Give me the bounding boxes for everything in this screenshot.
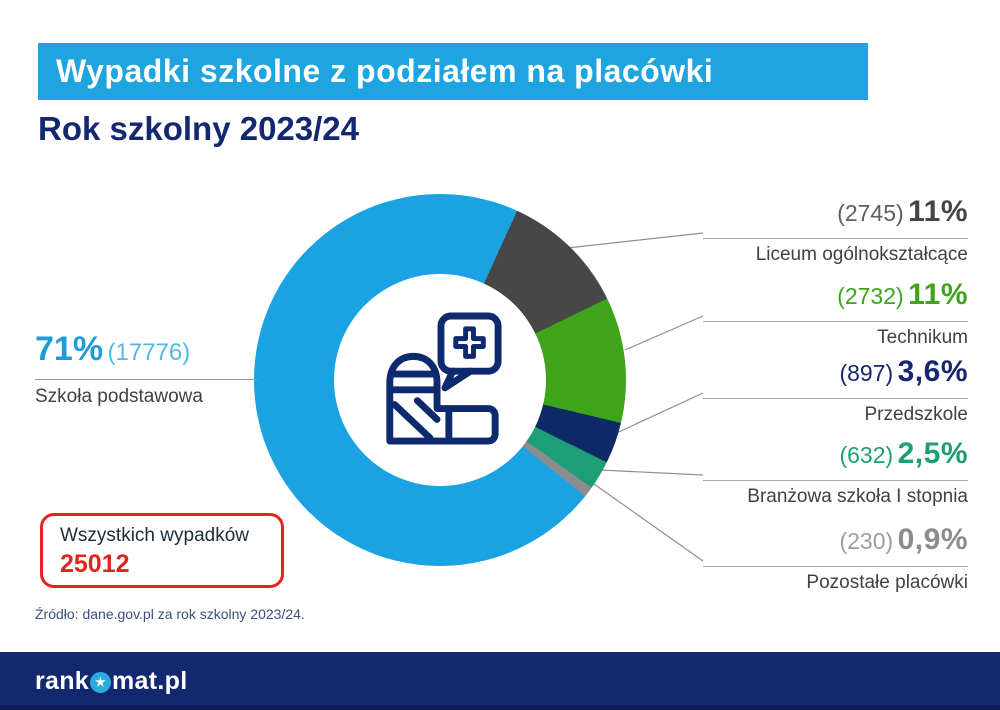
segment-percent: 11% xyxy=(908,278,968,311)
segment-percent: 3,6% xyxy=(897,355,968,388)
callout-branzowa: (632) 2,5% Branżowa szkoła I stopnia xyxy=(703,439,968,508)
callout-liceum: (2745) 11% Liceum ogólnokształcące xyxy=(703,197,968,266)
segment-percent: 0,9% xyxy=(897,523,968,556)
segment-count: (230) xyxy=(839,528,894,554)
callout-pozostale: (230) 0,9% Pozostałe placówki xyxy=(703,525,968,594)
logo-text-prefix: rank xyxy=(35,666,90,695)
callout-przedszkole: (897) 3,6% Przedszkole xyxy=(703,357,968,426)
callout-values: (2732) 11% xyxy=(703,280,968,322)
callout-technikum: (2732) 11% Technikum xyxy=(703,280,968,349)
callout-szkola-podstawowa: 71% (17776) Szkoła podstawowa xyxy=(35,331,257,408)
segment-label: Przedszkole xyxy=(864,404,969,425)
callout-values: (230) 0,9% xyxy=(703,525,968,567)
callout-values: 71% (17776) xyxy=(35,331,257,380)
segment-label: Liceum ogólnokształcące xyxy=(755,244,968,265)
callout-values: (2745) 11% xyxy=(703,197,968,239)
rankomat-logo: rank ★ mat.pl xyxy=(35,667,187,696)
segment-percent: 11% xyxy=(908,195,968,228)
page-subtitle: Rok szkolny 2023/24 xyxy=(38,110,360,147)
logo-text-suffix: mat.pl xyxy=(112,666,188,695)
segment-count: (897) xyxy=(839,360,894,386)
callout-values: (632) 2,5% xyxy=(703,439,968,481)
segment-count: (2732) xyxy=(837,283,904,309)
page-title: Wypadki szkolne z podziałem na placówki xyxy=(56,53,714,89)
total-value: 25012 xyxy=(60,550,130,578)
footer-bottom-strip xyxy=(0,705,1000,710)
segment-label: Pozostałe placówki xyxy=(806,572,968,593)
segment-label: Technikum xyxy=(877,327,968,348)
donut-chart xyxy=(254,194,626,566)
star-icon: ★ xyxy=(90,671,112,693)
star-glyph: ★ xyxy=(94,675,107,689)
segment-count: (17776) xyxy=(107,339,191,366)
title-banner: Wypadki szkolne z podziałem na placówki xyxy=(38,43,868,100)
segment-percent: 2,5% xyxy=(897,437,968,470)
segment-label: Branżowa szkoła I stopnia xyxy=(747,486,968,507)
total-accidents-box: Wszystkich wypadków 25012 xyxy=(40,513,284,588)
segment-count: (632) xyxy=(839,442,894,468)
segment-label: Szkoła podstawowa xyxy=(35,386,203,407)
source-note: Źródło: dane.gov.pl za rok szkolny 2023/… xyxy=(35,606,305,622)
callout-values: (897) 3,6% xyxy=(703,357,968,399)
footer-bar: rank ★ mat.pl xyxy=(0,652,1000,710)
bandaged-limb-icon xyxy=(386,312,502,445)
total-label: Wszystkich wypadków xyxy=(60,525,249,546)
donut-hole xyxy=(334,274,546,486)
segment-percent: 71% xyxy=(35,330,104,368)
segment-count: (2745) xyxy=(837,200,904,226)
